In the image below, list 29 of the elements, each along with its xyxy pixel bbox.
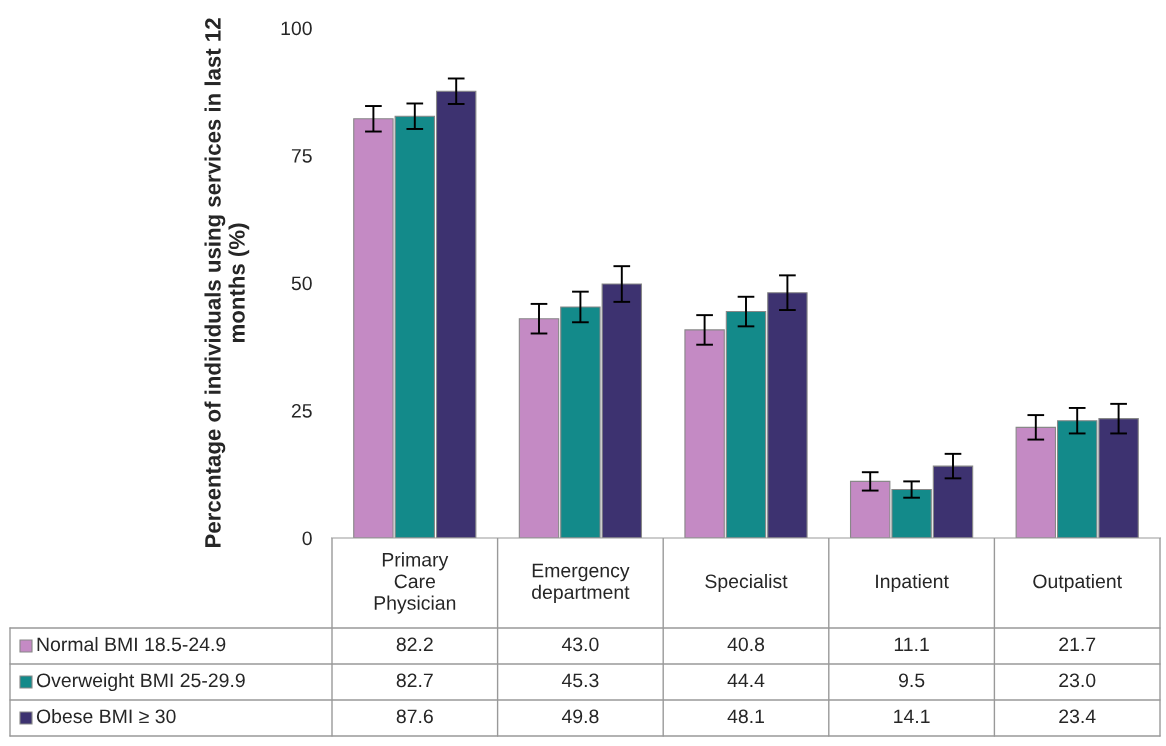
data-label: 87.6 bbox=[396, 709, 433, 724]
y-tick-label: 75 bbox=[291, 149, 312, 163]
x-tick-label: Specialist bbox=[705, 573, 788, 593]
data-label: 48.1 bbox=[727, 709, 764, 724]
legend-label: Obese BMI ≥ 30 bbox=[36, 708, 176, 724]
x-tick-label: Outpatient bbox=[1033, 573, 1122, 593]
data-label: 11.1 bbox=[894, 637, 929, 652]
x-tick-label: Inpatient bbox=[876, 573, 949, 593]
data-label: 23.4 bbox=[1059, 709, 1096, 724]
y-tick-label: 0 bbox=[302, 531, 312, 546]
data-label: 14.1 bbox=[894, 709, 930, 724]
legend-label: Overweight BMI 25-29.9 bbox=[36, 672, 245, 692]
y-axis-title: Percentage of individuals using services in last 12 months (%) bbox=[204, 18, 250, 548]
y-tick-label: 100 bbox=[281, 21, 312, 36]
data-label: 21.7 bbox=[1059, 637, 1096, 652]
x-tick-label: Emergency department bbox=[532, 563, 630, 603]
legend-label: Normal BMI 18.5-24.9 bbox=[37, 636, 226, 652]
y-tick-label: 25 bbox=[291, 403, 312, 418]
data-label: 9.5 bbox=[899, 673, 925, 688]
y-tick-label: 50 bbox=[291, 276, 312, 291]
data-label: 82.2 bbox=[396, 637, 433, 652]
data-label: 44.4 bbox=[727, 673, 765, 688]
data-label: 45.3 bbox=[561, 673, 599, 688]
data-label: 82.7 bbox=[396, 673, 433, 688]
data-label: 49.8 bbox=[561, 709, 599, 724]
data-label: 40.8 bbox=[727, 637, 765, 652]
data-label: 23.0 bbox=[1059, 673, 1096, 688]
x-tick-label: Primary Care Physician bbox=[374, 552, 456, 614]
data-label: 43.0 bbox=[561, 637, 599, 652]
